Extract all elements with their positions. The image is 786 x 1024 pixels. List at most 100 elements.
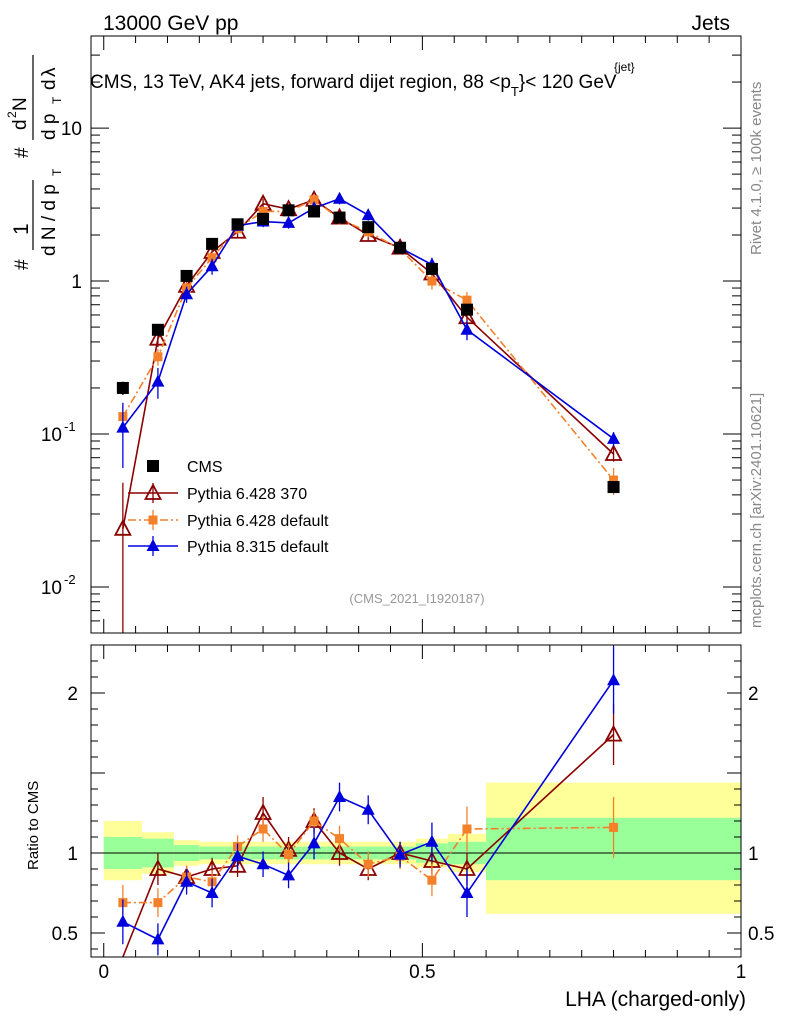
ratio-series-line [122, 819, 614, 904]
x-axis-label: LHA (charged-only) [565, 988, 746, 1011]
data-point-cms [151, 323, 164, 336]
series-line [122, 198, 615, 481]
header-energy-label: 13000 GeV pp [103, 12, 238, 35]
data-point-p6-370 [113, 518, 132, 536]
data-point-p6-default [427, 276, 437, 286]
data-point-cms [180, 269, 193, 282]
legend: CMS Pythia 6.428 370 Pythia 6.428 default P… [128, 459, 329, 556]
data-point-p8-default [393, 847, 407, 860]
y-tick-label: 10 [61, 119, 82, 140]
y-label-hash-2: # [12, 147, 33, 158]
legend-label: Pythia 6.428 370 [187, 486, 307, 503]
legend-label: CMS [187, 459, 223, 476]
data-point-p6-default [309, 816, 319, 826]
series-line [122, 197, 615, 440]
data-point-p6-370 [330, 843, 349, 860]
data-point-p6-370 [148, 328, 167, 346]
data-point-p6-default [309, 195, 319, 205]
ratio-y-tick-label: 0.5 [52, 924, 78, 945]
ratio-y-tick-label: 2 [67, 684, 78, 705]
y-axis-label-main: # 1 d N / d p T # d 2 N d p T d λ [5, 55, 64, 270]
y-label-d-2: d [39, 79, 60, 90]
data-point-p6-default [153, 898, 163, 908]
plot-title-superscript: {jet} [614, 60, 635, 74]
y-label-dn-dpt: d N / d p [39, 184, 60, 256]
data-point-p8-default [333, 191, 347, 204]
data-point-p6-370 [228, 855, 247, 873]
data-point-p6-370 [604, 724, 623, 742]
data-point-p6-default [609, 822, 619, 832]
data-point-p6-default [609, 475, 619, 485]
ratio-y-tick-label-right: 2 [748, 684, 759, 705]
y-tick-label: 10 [41, 578, 62, 599]
data-point-p8-default [460, 886, 474, 898]
data-point-p8-default [151, 932, 165, 945]
y-label-dpt: d p [39, 114, 60, 140]
data-point-p6-default [258, 206, 268, 216]
y-label-sub-t-1: T [50, 168, 64, 176]
ratio-y-tick-label-right: 0.5 [748, 924, 774, 945]
data-point-p8-default [282, 215, 296, 228]
y-label-sub-t-2: T [50, 96, 64, 104]
data-point-cms [362, 221, 375, 234]
data-point-p6-370 [604, 444, 623, 461]
data-point-p8-default [205, 259, 219, 272]
data-point-p8-default [151, 374, 165, 387]
data-point-p6-default [427, 875, 437, 885]
data-point-p8-default [256, 857, 270, 870]
data-point-p6-default [284, 850, 294, 860]
side-label-mcplots: mcplots.cern.ch [arXiv:2401.10621] [748, 393, 765, 628]
data-point-cms [460, 303, 473, 316]
x-tick-label: 0 [98, 962, 109, 983]
ratio-y-tick-label: 1 [67, 844, 78, 865]
data-point-p8-default [425, 834, 439, 847]
data-point-cms [206, 237, 219, 250]
legend-label: Pythia 8.315 default [187, 539, 329, 556]
data-point-p6-370 [143, 483, 163, 500]
ratio-frame [90, 644, 742, 958]
data-point-cms [607, 481, 620, 494]
y-label-one: 1 [10, 223, 33, 235]
y-tick-label: 1 [71, 272, 82, 293]
legend-label: Pythia 6.428 default [187, 513, 329, 530]
data-point-p8-default [361, 208, 375, 221]
data-point-cms [425, 262, 438, 275]
data-point-p8-default [116, 420, 130, 433]
data-point-p6-default [335, 834, 345, 844]
data-point-p8-default [205, 886, 219, 898]
data-point-p6-default [462, 295, 472, 305]
data-point-p8-default [180, 874, 194, 887]
y-label-sup-2: 2 [5, 111, 19, 118]
y-axis-label-ratio: Ratio to CMS [25, 781, 42, 870]
data-point-cms [257, 212, 270, 225]
data-point-p8-default [307, 836, 321, 849]
header-jets-label: Jets [691, 12, 730, 35]
y-label-d: d [10, 119, 31, 130]
data-point-cms [116, 381, 129, 394]
data-point-p6-370 [148, 859, 167, 876]
data-point-cms [231, 218, 244, 231]
ratio-y-tick-label-right: 1 [748, 844, 759, 865]
y-label-n: N [10, 97, 31, 111]
data-point-p8-default [180, 287, 194, 300]
x-tick-label: 0.5 [409, 962, 435, 983]
y-tick-exponent: -1 [64, 419, 76, 434]
ratio-panel: 2 2 1 1 0.5 0.5 [52, 644, 774, 958]
data-point-p6-default [148, 515, 158, 525]
y-label-lambda: λ [39, 67, 60, 77]
y-tick-exponent: -2 [64, 572, 76, 587]
data-point-p8-default [607, 431, 621, 444]
data-point-cms [333, 211, 346, 224]
data-point-p8-default [231, 849, 245, 862]
data-point-cms [394, 241, 407, 254]
data-point-p8-default [146, 539, 160, 551]
data-point-p6-default [153, 352, 163, 362]
data-point-cms [308, 205, 321, 218]
data-point-cms [282, 204, 295, 217]
data-point-p6-default [258, 824, 268, 834]
series-line [122, 198, 615, 529]
plot-title: CMS, 13 TeV, AK4 jets, forward dijet reg… [90, 72, 617, 99]
data-point-p8-default [116, 914, 130, 927]
data-point-p8-default [607, 673, 621, 686]
